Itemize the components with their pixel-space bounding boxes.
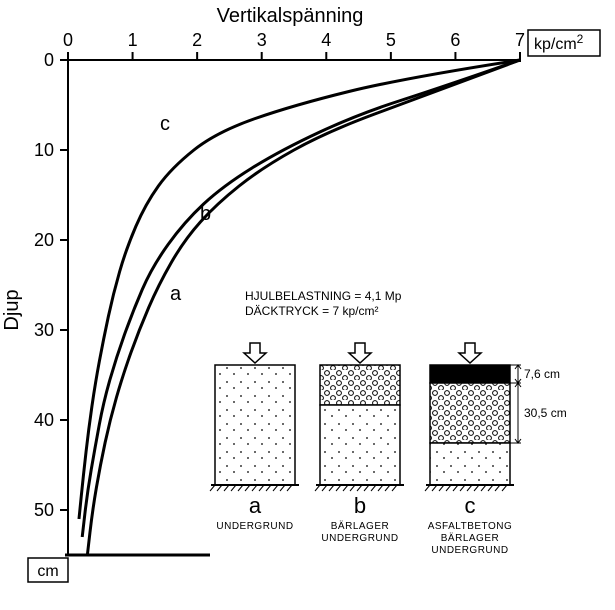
svg-text:2: 2 [192, 30, 202, 50]
svg-text:30: 30 [34, 320, 54, 340]
column-c-layer-2 [430, 443, 510, 485]
layer-columns: aUNDERGRUNDbBÄRLAGERUNDERGRUNDcASFALTBET… [210, 343, 567, 556]
svg-text:5: 5 [386, 30, 396, 50]
column-b-caption-0: BÄRLAGER [331, 520, 389, 532]
svg-text:6: 6 [450, 30, 460, 50]
column-b-layer-1 [320, 405, 400, 485]
column-b-layer-0 [320, 365, 400, 405]
svg-text:3: 3 [257, 30, 267, 50]
info-text: HJULBELASTNING = 4,1 Mp DÄCKTRYCK = 7 kp… [245, 289, 402, 318]
curve-label-b: b [200, 203, 211, 225]
load-arrow-icon [459, 343, 481, 363]
svg-text:0: 0 [63, 30, 73, 50]
column-b-caption-1: UNDERGRUND [321, 533, 398, 544]
svg-text:20: 20 [34, 230, 54, 250]
column-c-caption-0: ASFALTBETONG [428, 521, 513, 532]
svg-text:cm: cm [37, 563, 58, 580]
svg-text:kp/cm2: kp/cm2 [534, 32, 584, 53]
svg-text:7: 7 [515, 30, 525, 50]
svg-text:40: 40 [34, 410, 54, 430]
column-c-layer-1 [430, 383, 510, 443]
column-a: a UNDERGRUND [210, 343, 299, 532]
column-a-layer-0 [215, 365, 295, 485]
y-unit-box: cm [28, 558, 68, 582]
y-axis-label: Djup [1, 289, 23, 330]
svg-text:50: 50 [34, 500, 54, 520]
column-a-caption-0: UNDERGRUND [216, 521, 293, 532]
dimension-label: 30,5 cm [524, 406, 567, 420]
curve-label-a: a [170, 283, 182, 305]
svg-text:0: 0 [44, 50, 54, 70]
column-c-layer-0 [430, 365, 510, 383]
column-c-caption-2: UNDERGRUND [431, 545, 508, 556]
svg-text:HJULBELASTNING = 4,1 Mp: HJULBELASTNING = 4,1 Mp [245, 289, 402, 303]
column-c: c ASFALTBETONGBÄRLAGERUNDERGRUND 7,6 cm 30,… [425, 343, 567, 556]
column-c-label: c [465, 493, 476, 518]
svg-text:4: 4 [321, 30, 331, 50]
dimension-label: 7,6 cm [524, 367, 560, 381]
curve-label-c: c [160, 113, 170, 135]
column-b: b BÄRLAGERUNDERGRUND [315, 343, 404, 544]
column-a-label: a [249, 493, 262, 518]
column-c-caption-1: BÄRLAGER [441, 532, 499, 544]
load-arrow-icon [349, 343, 371, 363]
load-arrow-icon [244, 343, 266, 363]
column-b-label: b [354, 493, 366, 518]
svg-text:1: 1 [128, 30, 138, 50]
chart-title: Vertikalspänning [217, 5, 364, 27]
svg-text:10: 10 [34, 140, 54, 160]
svg-text:DÄCKTRYCK = 7 kp/cm²: DÄCKTRYCK = 7 kp/cm² [245, 304, 378, 318]
x-unit-box: kp/cm2 [528, 30, 600, 56]
